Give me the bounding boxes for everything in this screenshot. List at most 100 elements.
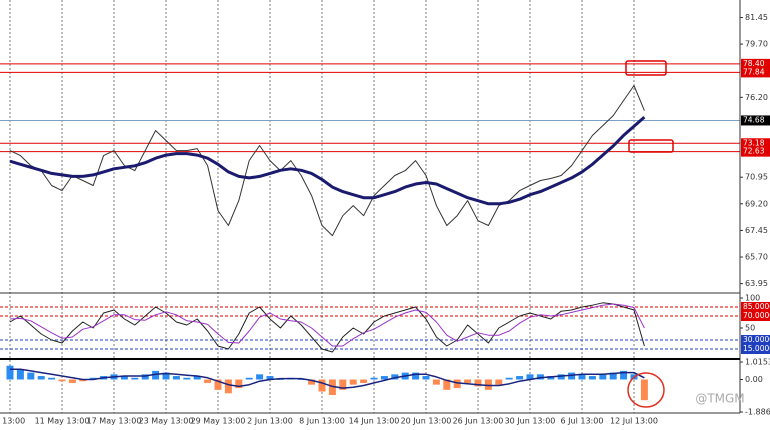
histogram-bar (318, 379, 326, 392)
histogram-bar (297, 379, 305, 380)
histogram-bar (256, 374, 264, 380)
histogram-bar (89, 377, 97, 380)
series-line (9, 85, 645, 237)
y-tick-label: 65.70 (745, 253, 768, 262)
histogram-bar (16, 369, 24, 380)
histogram-bar (27, 372, 35, 380)
x-tick-label: 2 Jun 13:00 (247, 417, 293, 426)
histogram-bar (422, 376, 430, 380)
level-label-box (741, 115, 770, 126)
histogram-bar (131, 377, 139, 380)
histogram-bar (484, 379, 492, 390)
level-label-box (741, 146, 770, 157)
watermark: @TMGM (695, 392, 744, 406)
level-label-box (741, 302, 770, 312)
histogram-bar (224, 379, 232, 394)
histogram-bar (266, 376, 274, 380)
level-label: 72.63 (743, 147, 765, 156)
y-tick-label: 1.0153 (745, 358, 770, 367)
histogram-bar (505, 377, 513, 380)
x-tick-label: 30 Jun 13:00 (505, 417, 556, 426)
x-tick-label: y 13:00 (0, 417, 25, 426)
y-tick-label: 67.45 (745, 226, 768, 235)
histogram-bar (183, 377, 191, 380)
series-line (9, 303, 645, 347)
y-tick-label: 76.20 (745, 93, 768, 102)
histogram-bar (557, 374, 565, 380)
level-label: 15.0000 (743, 344, 770, 353)
histogram-bar (391, 374, 399, 380)
histogram-bar (339, 379, 347, 390)
x-tick-label: 14 Jun 13:00 (349, 417, 400, 426)
x-tick-label: 26 Jun 13:00 (453, 417, 504, 426)
y-tick-label: 79.70 (745, 40, 768, 49)
histogram-bar (58, 379, 66, 382)
level-label: 73.18 (743, 138, 765, 147)
histogram-bar (360, 379, 368, 383)
y-tick-label: 63.95 (745, 279, 768, 288)
level-label: 74.68 (743, 115, 765, 124)
x-tick-label: 11 May 13:00 (35, 417, 90, 426)
histogram-bar (474, 379, 482, 387)
histogram-bar (214, 379, 222, 390)
level-label-box (741, 311, 770, 321)
histogram-bar (328, 379, 336, 396)
level-label-box (741, 138, 770, 149)
x-tick-label: 23 May 13:00 (139, 417, 194, 426)
histogram-bar (547, 376, 555, 380)
histogram-bar (120, 376, 128, 380)
histogram-bar (588, 376, 596, 380)
histogram-bar (432, 379, 440, 385)
histogram-bar (68, 379, 76, 383)
histogram-bar (276, 379, 284, 380)
histogram-bar (578, 374, 586, 380)
level-label: 78.40 (743, 59, 765, 68)
histogram-bar (599, 374, 607, 380)
histogram-bar (412, 372, 420, 380)
histogram-bar (141, 374, 149, 380)
level-label-box (741, 335, 770, 345)
highlight-box (625, 60, 667, 76)
x-tick-label: 12 Jul 13:00 (610, 417, 658, 426)
highlight-circle (627, 372, 665, 408)
x-tick-label: 17 May 13:00 (87, 417, 142, 426)
plot (6, 85, 648, 401)
histogram-bar (308, 379, 316, 385)
histogram-bar (536, 374, 544, 380)
level-label: 85.0000 (743, 302, 770, 311)
histogram-bar (245, 377, 253, 380)
histogram-bar (516, 376, 524, 380)
histogram-bar (6, 365, 14, 380)
level-label: 77.84 (743, 67, 765, 76)
histogram-bar (380, 376, 388, 380)
y-tick-label: -1.8863 (745, 408, 770, 417)
y-tick-label: 50 (745, 324, 755, 333)
histogram-bar (37, 376, 45, 380)
level-label-box (741, 67, 770, 78)
y-tick-label: 81.45 (745, 13, 768, 22)
histogram-bar (495, 379, 503, 385)
histogram-bar (526, 374, 534, 380)
histogram-bar (453, 379, 461, 389)
histogram-bar (235, 379, 243, 389)
histogram-bar (152, 370, 160, 380)
level-label: 70.0000 (743, 311, 770, 320)
histogram-bar (568, 372, 576, 380)
series-line (9, 115, 646, 206)
histogram-bar (464, 379, 472, 383)
histogram-bar (48, 377, 56, 380)
y-tick-label: 69.20 (745, 199, 768, 208)
histogram-bar (204, 379, 212, 383)
highlight-box (628, 139, 674, 153)
x-tick-label: 8 Jun 13:00 (299, 417, 345, 426)
x-tick-label: 20 Jun 13:00 (401, 417, 452, 426)
level-label-box (741, 58, 770, 69)
histogram-bar (162, 372, 170, 380)
y-tick-label: 70.95 (745, 173, 768, 182)
histogram-bar (349, 379, 357, 385)
x-tick-label: 6 Jul 13:00 (561, 417, 604, 426)
x-tick-label: 29 May 13:00 (191, 417, 246, 426)
histogram-bar (620, 370, 628, 380)
